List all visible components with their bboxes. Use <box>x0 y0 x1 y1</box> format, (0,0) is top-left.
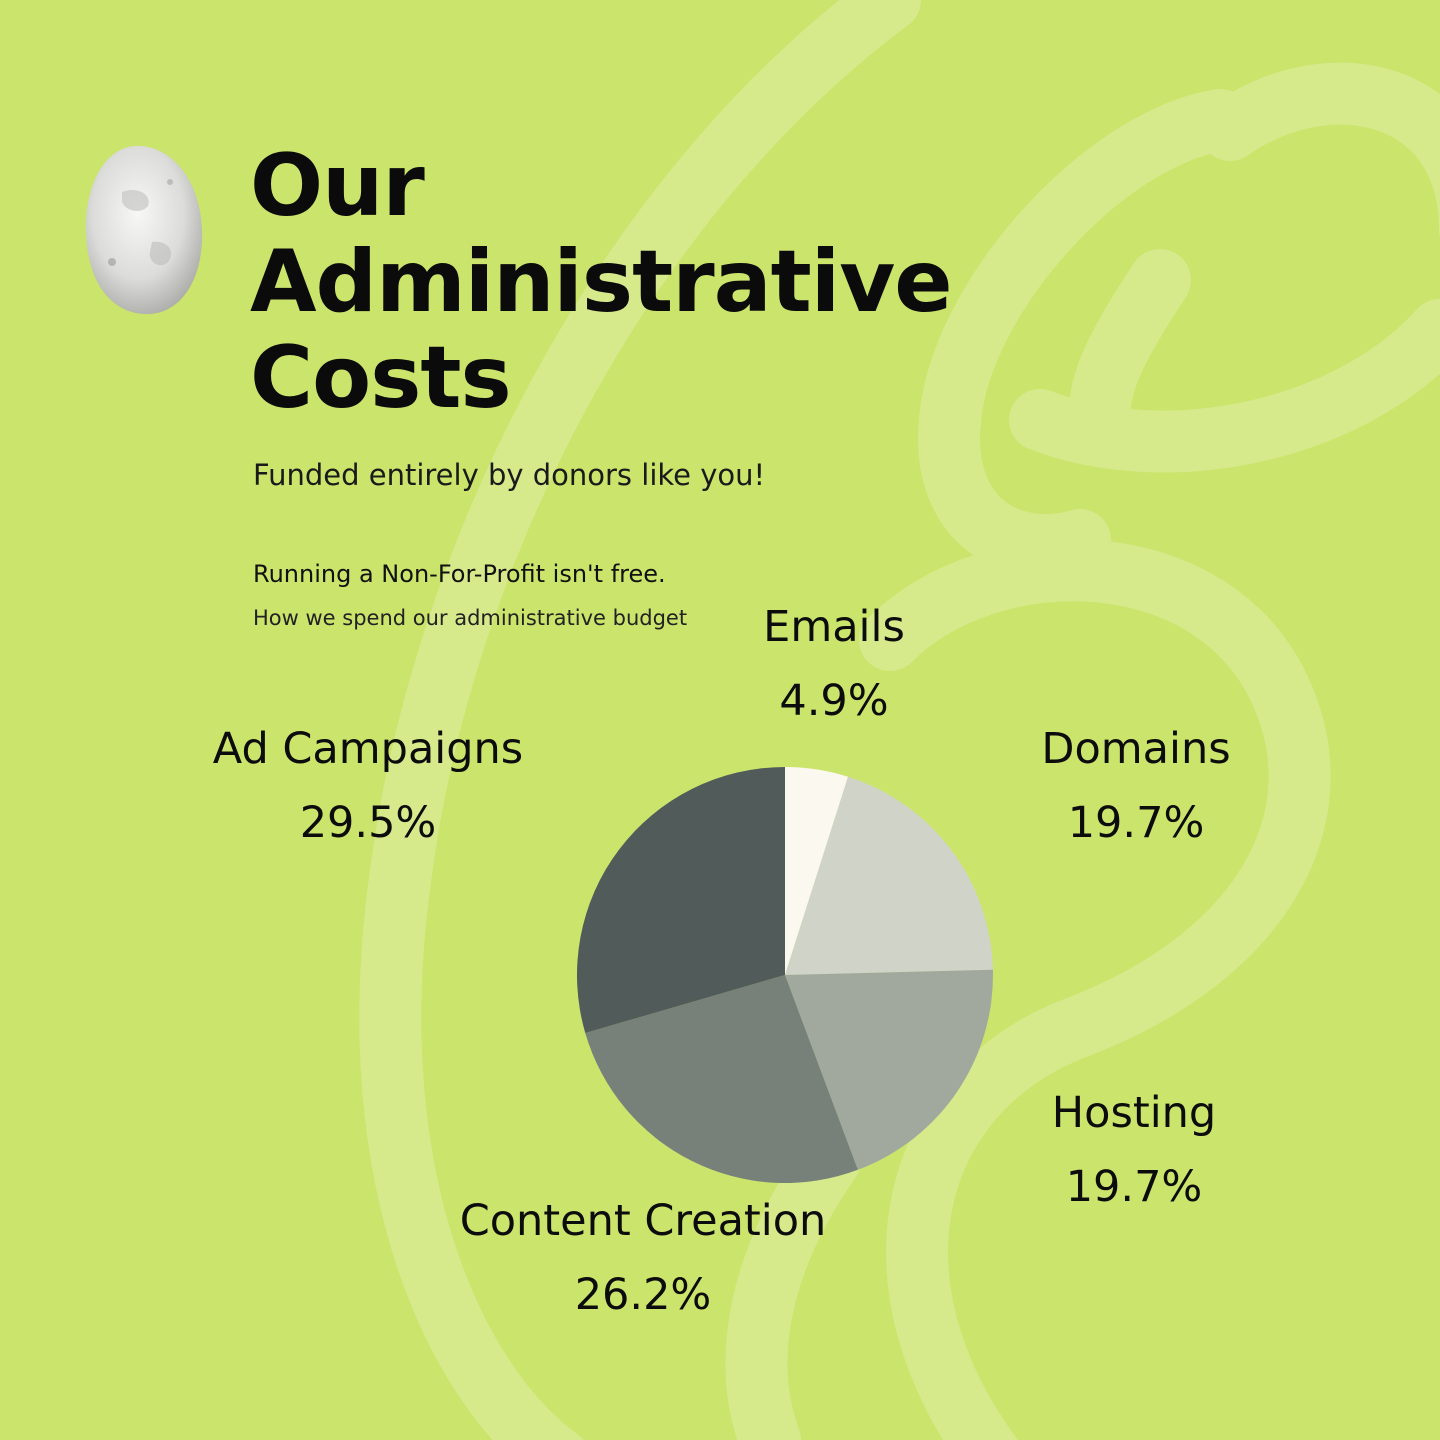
stone-image <box>85 145 203 315</box>
page-title-line: Our <box>250 136 425 236</box>
label-ad-campaigns-name: Ad Campaigns <box>212 724 524 774</box>
tagline: Running a Non-For-Profit isn't free. <box>253 560 666 588</box>
label-emails: Emails 4.9% <box>763 590 905 738</box>
label-domains-name: Domains <box>1041 724 1231 774</box>
label-hosting-name: Hosting <box>1051 1088 1217 1138</box>
label-domains-value: 19.7% <box>1067 798 1205 848</box>
page-title: Our Administrative Costs <box>250 136 953 428</box>
page-title-line: Costs <box>250 328 512 428</box>
label-hosting: Hosting 19.7% <box>1052 1076 1216 1224</box>
pie-slice-domains <box>785 776 993 975</box>
label-content-creation: Content Creation 26.2% <box>460 1184 827 1332</box>
subtitle: Funded entirely by donors like you! <box>253 458 766 492</box>
page-title-line: Administrative <box>250 232 953 332</box>
pie-slice-emails <box>785 767 849 975</box>
pie-slice-ad-campaigns <box>577 767 785 1034</box>
pie-slice-content-creation <box>585 975 858 1183</box>
label-hosting-value: 19.7% <box>1065 1162 1203 1212</box>
label-ad-campaigns-value: 29.5% <box>299 798 437 848</box>
label-emails-value: 4.9% <box>779 676 889 726</box>
chart-note: How we spend our administrative budget <box>253 606 688 630</box>
label-content-creation-value: 26.2% <box>574 1270 712 1320</box>
label-emails-name: Emails <box>763 602 905 652</box>
label-content-creation-name: Content Creation <box>459 1196 827 1246</box>
pie-slice-hosting <box>785 969 993 1170</box>
label-domains: Domains 19.7% <box>1041 712 1230 860</box>
label-ad-campaigns: Ad Campaigns 29.5% <box>213 712 523 860</box>
